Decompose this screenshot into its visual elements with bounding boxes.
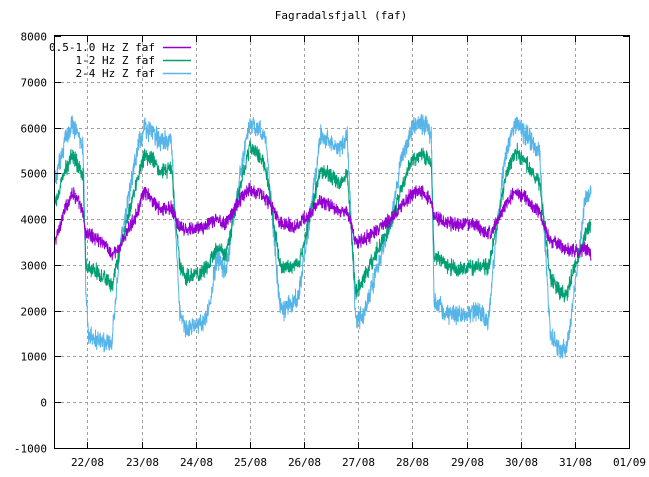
x-tick-label: 26/08 bbox=[288, 456, 321, 469]
legend-label: 1-2 Hz Z faf bbox=[76, 54, 155, 67]
series-line-2 bbox=[54, 113, 592, 359]
plot-border bbox=[54, 35, 630, 449]
x-tick-label: 27/08 bbox=[342, 456, 375, 469]
x-tick-label: 01/09 bbox=[613, 456, 646, 469]
y-tick-label: 3000 bbox=[21, 260, 48, 273]
x-tick-label: 29/08 bbox=[451, 456, 484, 469]
y-tick-label: 6000 bbox=[21, 123, 48, 136]
legend-label: 0.5-1.0 Hz Z faf bbox=[49, 41, 155, 54]
y-tick-label: 7000 bbox=[21, 77, 48, 90]
y-tick-label: 5000 bbox=[21, 168, 48, 181]
y-tick-label: 0 bbox=[40, 397, 47, 410]
x-tick-label: 30/08 bbox=[505, 456, 538, 469]
chart-title: Fagradalsfjall (faf) bbox=[275, 9, 407, 22]
ticks-layer: -1000 0 1000 2000 3000 4000 5000 6000 7000 8000 22… bbox=[14, 31, 646, 470]
series-line-0 bbox=[54, 182, 592, 261]
y-tick-label: 1000 bbox=[21, 351, 48, 364]
y-tick-label: 8000 bbox=[21, 31, 48, 44]
x-tick-label: 28/08 bbox=[396, 456, 429, 469]
x-tick-label: 24/08 bbox=[180, 456, 213, 469]
x-tick-label: 31/08 bbox=[559, 456, 592, 469]
x-tick-label: 25/08 bbox=[234, 456, 267, 469]
series-layer bbox=[54, 113, 592, 359]
y-tick-label: 4000 bbox=[21, 214, 48, 227]
y-tick-label: -1000 bbox=[14, 443, 47, 456]
y-tick-label: 2000 bbox=[21, 306, 48, 319]
x-tick-label: 22/08 bbox=[71, 456, 104, 469]
x-tick-label: 23/08 bbox=[126, 456, 159, 469]
grid-layer bbox=[55, 36, 630, 448]
series-line-1 bbox=[54, 140, 592, 303]
legend-label: 2-4 Hz Z faf bbox=[76, 67, 155, 80]
